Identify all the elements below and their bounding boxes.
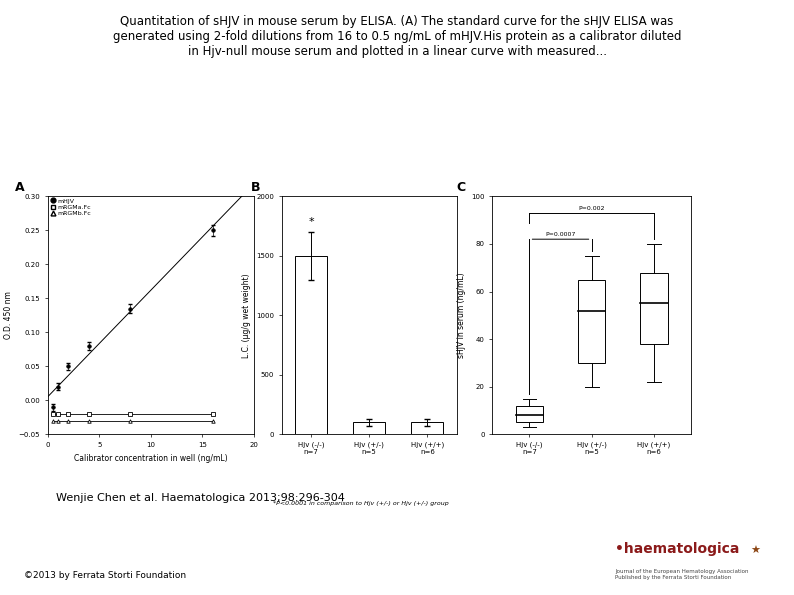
Y-axis label: sHJV in serum (ng/mL): sHJV in serum (ng/mL)	[457, 273, 465, 358]
Bar	[577, 280, 606, 363]
Text: ©2013 by Ferrata Storti Foundation: ©2013 by Ferrata Storti Foundation	[24, 571, 186, 580]
Text: P=0.0007: P=0.0007	[545, 232, 576, 237]
Bar	[640, 273, 668, 344]
Text: ★: ★	[750, 546, 761, 556]
Bar	[353, 422, 385, 434]
Text: Quantitation of sHJV in mouse serum by ELISA. (A) The standard curve for the sHJ: Quantitation of sHJV in mouse serum by E…	[113, 15, 681, 58]
Text: C: C	[457, 181, 465, 194]
Bar	[515, 406, 543, 422]
Y-axis label: L.C. (μg/g wet weight): L.C. (μg/g wet weight)	[241, 273, 251, 358]
Text: P=0.002: P=0.002	[578, 206, 605, 211]
Text: A: A	[14, 181, 25, 194]
Legend: mHJV, mRGMa.Fc, mRGMb.Fc: mHJV, mRGMa.Fc, mRGMb.Fc	[49, 198, 91, 216]
Bar	[295, 256, 327, 434]
Text: *P<0.0001 in comparison to Hjv (+/-) or Hjv (+/-) group: *P<0.0001 in comparison to Hjv (+/-) or …	[273, 501, 449, 506]
Text: Wenjie Chen et al. Haematologica 2013;98:296-304: Wenjie Chen et al. Haematologica 2013;98…	[56, 493, 345, 503]
Text: B: B	[250, 181, 260, 194]
Y-axis label: O.D. 450 nm: O.D. 450 nm	[4, 292, 13, 339]
X-axis label: Calibrator concentration in well (ng/mL): Calibrator concentration in well (ng/mL)	[74, 453, 228, 462]
Bar	[411, 422, 443, 434]
Text: •haematologica: •haematologica	[615, 542, 740, 556]
Text: *: *	[308, 217, 314, 227]
Text: Journal of the European Hematology Association
Published by the Ferrata Storti F: Journal of the European Hematology Assoc…	[615, 569, 749, 580]
